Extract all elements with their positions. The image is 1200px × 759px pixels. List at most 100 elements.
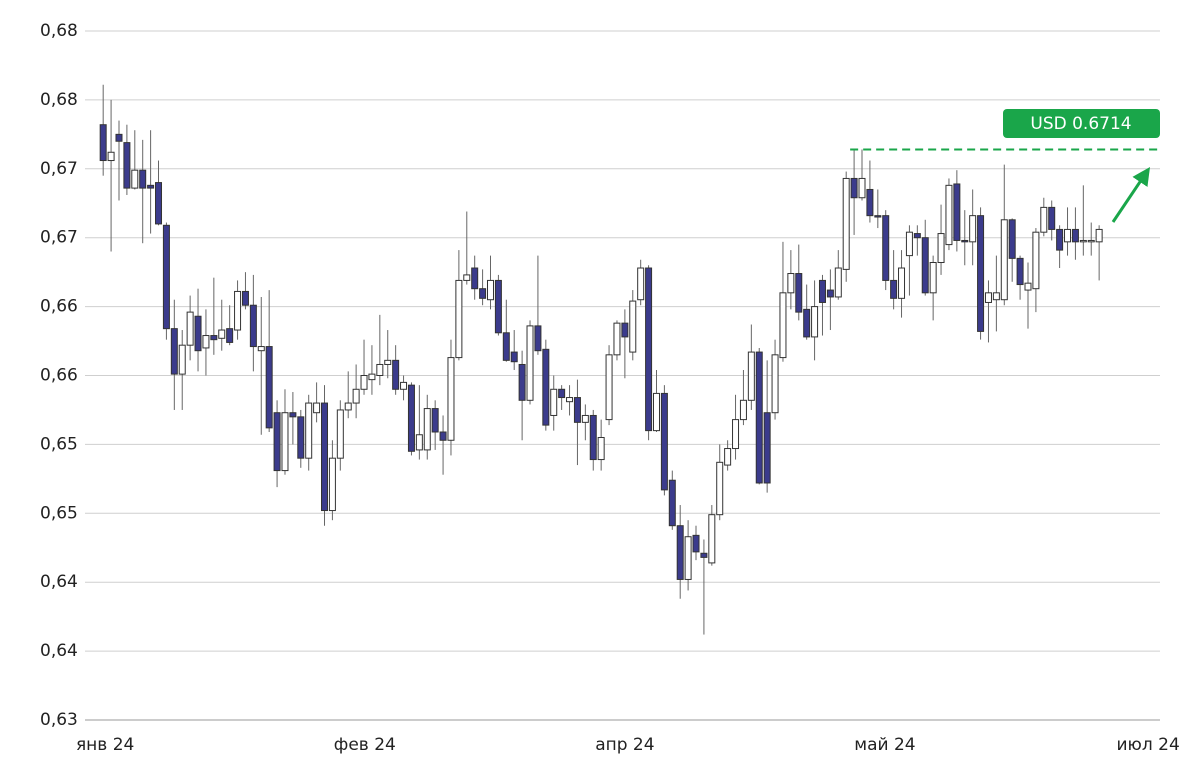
candle-body <box>249 304 257 348</box>
candle-body <box>123 142 131 189</box>
candle-body <box>257 346 265 352</box>
candle-body <box>400 381 408 390</box>
candle-body <box>890 279 898 299</box>
candle-body <box>486 279 494 301</box>
candle-body <box>629 300 637 353</box>
candle-body <box>313 402 321 414</box>
candle-body <box>858 177 866 199</box>
candle-body <box>297 416 305 459</box>
candle-body <box>866 188 874 217</box>
candle-body <box>447 357 455 441</box>
candle-body <box>621 322 629 338</box>
candle-body <box>281 412 289 472</box>
candle-body <box>344 402 352 411</box>
candle-body <box>234 290 242 331</box>
candle-body <box>874 215 882 218</box>
candle-body <box>241 290 249 306</box>
candle-body <box>589 414 597 461</box>
candle-body <box>1095 228 1103 243</box>
candle-body <box>1032 231 1040 290</box>
candle-body <box>368 373 376 381</box>
candle-body <box>1008 219 1016 259</box>
candle-body <box>99 124 107 162</box>
y-tick-label: 0,65 <box>40 503 78 523</box>
candle-body <box>376 363 384 377</box>
candle-body <box>992 292 1000 301</box>
candle-body <box>1087 239 1095 243</box>
x-tick-label: апр 24 <box>595 735 654 755</box>
candle-body <box>645 267 653 432</box>
candle-body <box>526 325 534 401</box>
candle-body <box>787 273 795 294</box>
candle-body <box>732 419 740 450</box>
candle-body <box>898 267 906 299</box>
candle-body <box>724 448 732 466</box>
candle-body <box>328 457 336 512</box>
candle-body <box>961 239 969 243</box>
candle-body <box>1056 228 1064 251</box>
candle-body <box>518 363 526 401</box>
candle-body <box>471 267 479 290</box>
candle-body <box>305 402 313 459</box>
y-tick-label: 0,65 <box>40 434 78 454</box>
candle-body <box>558 388 566 399</box>
x-tick-label: янв 24 <box>76 735 134 755</box>
candle-body <box>984 292 992 303</box>
candle-body <box>716 461 724 516</box>
candle-body <box>660 392 668 491</box>
candle-body <box>613 322 621 356</box>
candle-body <box>637 267 645 301</box>
candle-body <box>969 215 977 243</box>
candle-body <box>811 306 819 338</box>
candle-body <box>795 273 803 313</box>
candle-body <box>1064 228 1072 243</box>
y-tick-label: 0,67 <box>40 228 78 248</box>
candle-body <box>977 215 985 332</box>
candle-body <box>597 437 605 461</box>
candle-body <box>534 325 542 352</box>
candle-body <box>652 392 660 432</box>
candle-body <box>273 412 281 472</box>
candle-body <box>700 552 708 558</box>
candle-body <box>937 233 945 264</box>
candle-body <box>708 514 716 564</box>
candle-body <box>1024 282 1032 291</box>
candle-body <box>605 354 613 421</box>
candle-body <box>431 408 439 433</box>
y-tick-label: 0,63 <box>40 710 78 730</box>
candle-body <box>550 388 558 416</box>
candle-body <box>684 536 692 580</box>
candle-body <box>668 479 676 527</box>
y-tick-label: 0,68 <box>40 90 78 110</box>
candle-body <box>115 133 123 142</box>
candle-body <box>826 289 834 298</box>
x-tick-label: фев 24 <box>334 735 396 755</box>
candle-body <box>407 384 415 452</box>
candle-body <box>178 344 186 375</box>
y-tick-label: 0,64 <box>40 572 78 592</box>
candle-body <box>842 177 850 270</box>
candle-body <box>913 233 921 239</box>
candle-body <box>1000 219 1008 301</box>
candle-body <box>834 267 842 298</box>
y-tick-label: 0,68 <box>40 21 78 41</box>
candle-body <box>818 279 826 303</box>
y-tick-label: 0,64 <box>40 641 78 661</box>
candle-body <box>953 183 961 241</box>
candle-body <box>423 408 431 451</box>
x-tick-label: май 24 <box>854 735 915 755</box>
price-badge <box>1003 109 1160 138</box>
candle-body <box>945 184 953 246</box>
candle-body <box>439 431 447 441</box>
candle-body <box>1079 239 1087 243</box>
candle-body <box>384 359 392 365</box>
candle-body <box>771 354 779 414</box>
candle-body <box>392 359 400 390</box>
x-tick-label: июл 24 <box>1117 735 1180 755</box>
candle-body <box>882 215 890 281</box>
candle-body <box>155 182 163 225</box>
candle-body <box>194 315 202 352</box>
candle-body <box>1048 206 1056 230</box>
candle-body <box>139 169 147 189</box>
